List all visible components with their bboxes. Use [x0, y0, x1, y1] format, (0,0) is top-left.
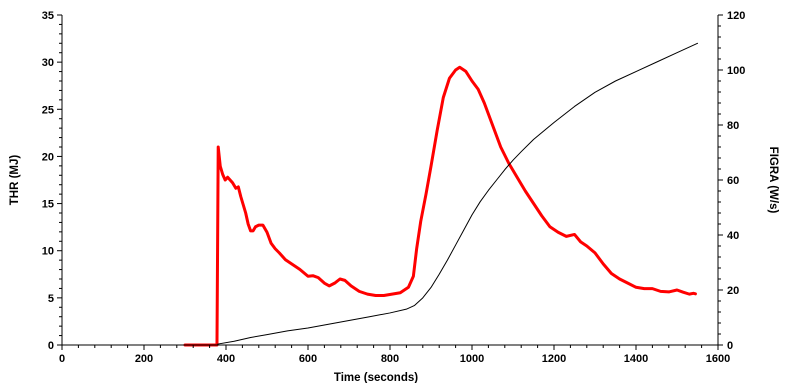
y-left-tick-label: 5 [48, 293, 54, 305]
y-left-tick-label: 15 [42, 199, 54, 211]
y-right-tick-label: 60 [727, 175, 739, 187]
y-left-tick-label: 20 [42, 151, 54, 163]
x-tick-label: 0 [59, 353, 65, 365]
series-layer [183, 42, 698, 347]
x-axis-title: Time (seconds) [334, 372, 418, 383]
y-right-tick-label: 120 [727, 10, 745, 22]
x-tick-label: 1600 [706, 353, 730, 365]
y-left-tick-label: 25 [42, 104, 54, 116]
y-left-tick-label: 35 [42, 10, 54, 22]
y-right-tick-label: 100 [727, 65, 745, 77]
y-left-tick-label: 30 [42, 57, 54, 69]
x-tick-label: 1200 [542, 353, 566, 365]
x-tick-label: 1400 [624, 353, 648, 365]
x-tick-label: 800 [381, 353, 399, 365]
x-tick-label: 1000 [460, 353, 484, 365]
y-axis-right-title: FIGRA (W/s) [767, 147, 779, 214]
y-right-tick-label: 80 [727, 120, 739, 132]
y-right-tick-label: 40 [727, 230, 739, 242]
y-right-tick-label: 20 [727, 285, 739, 297]
axes-layer: 0 200 400 600 800 1000 1200 1400 160005101520253… [42, 10, 746, 365]
y-axis-left-title: THR (MJ) [9, 155, 21, 206]
x-tick-label: 400 [217, 353, 235, 365]
y-left-tick-label: 10 [42, 246, 54, 258]
x-tick-label: 200 [135, 353, 153, 365]
y-left-tick-label: 0 [48, 340, 54, 352]
thr-series-line [217, 42, 698, 345]
x-tick-label: 600 [299, 353, 317, 365]
y-right-tick-label: 0 [727, 340, 733, 352]
figra-series-line [183, 65, 697, 347]
